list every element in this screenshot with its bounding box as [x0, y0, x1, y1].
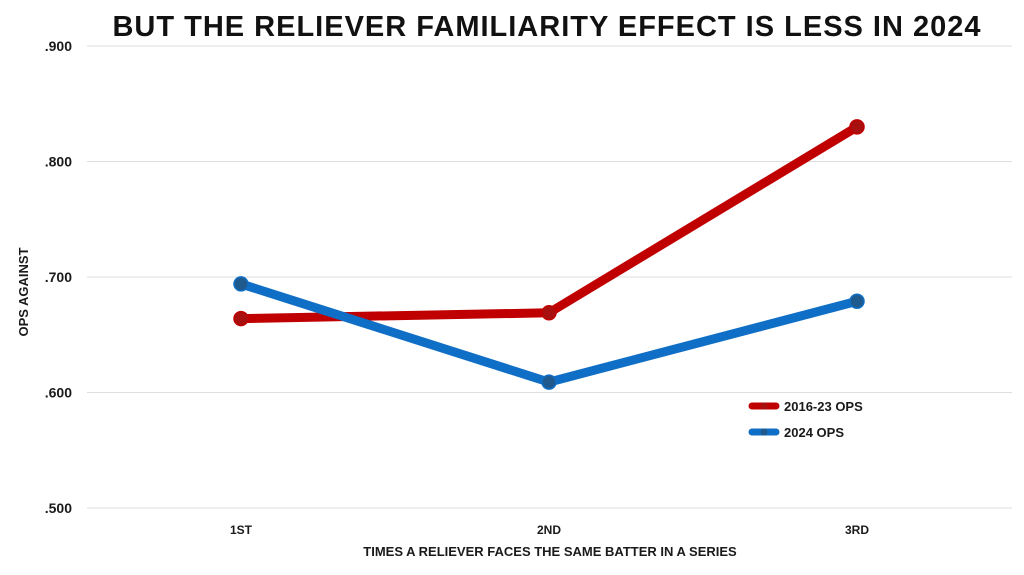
series-group — [233, 119, 865, 390]
legend-label: 2024 OPS — [784, 425, 844, 440]
data-point — [233, 310, 249, 327]
data-point — [541, 305, 557, 321]
y-tick-label: .600 — [45, 385, 72, 401]
gridlines — [87, 45, 1012, 509]
x-tick-label: 1ST — [230, 523, 253, 537]
legend-marker — [760, 428, 768, 436]
series-line — [236, 279, 862, 387]
y-axis-ticks: .900 .800 .700 .600 .500 — [45, 38, 72, 516]
series-red — [233, 119, 865, 327]
x-tick-label: 2ND — [537, 523, 561, 537]
series-blue — [233, 276, 865, 390]
data-point — [541, 374, 557, 390]
data-point — [849, 293, 865, 310]
x-tick-label: 3RD — [845, 523, 869, 537]
y-tick-label: .500 — [45, 500, 72, 516]
y-tick-label: .800 — [45, 154, 72, 170]
series-line — [236, 122, 862, 324]
x-axis-ticks: 1ST 2ND 3RD — [230, 523, 869, 537]
data-point — [849, 119, 865, 135]
y-axis-label: OPS AGAINST — [16, 247, 31, 336]
y-tick-label: .900 — [45, 38, 72, 54]
data-point — [233, 276, 249, 292]
chart-title: BUT THE RELIEVER FAMILIARITY EFFECT IS L… — [112, 11, 981, 43]
legend-label: 2016-23 OPS — [784, 399, 863, 414]
legend: 2016-23 OPS 2024 OPS — [748, 399, 863, 440]
y-tick-label: .700 — [45, 269, 72, 285]
legend-marker — [760, 402, 768, 410]
x-axis-label: TIMES A RELIEVER FACES THE SAME BATTER I… — [363, 544, 737, 559]
